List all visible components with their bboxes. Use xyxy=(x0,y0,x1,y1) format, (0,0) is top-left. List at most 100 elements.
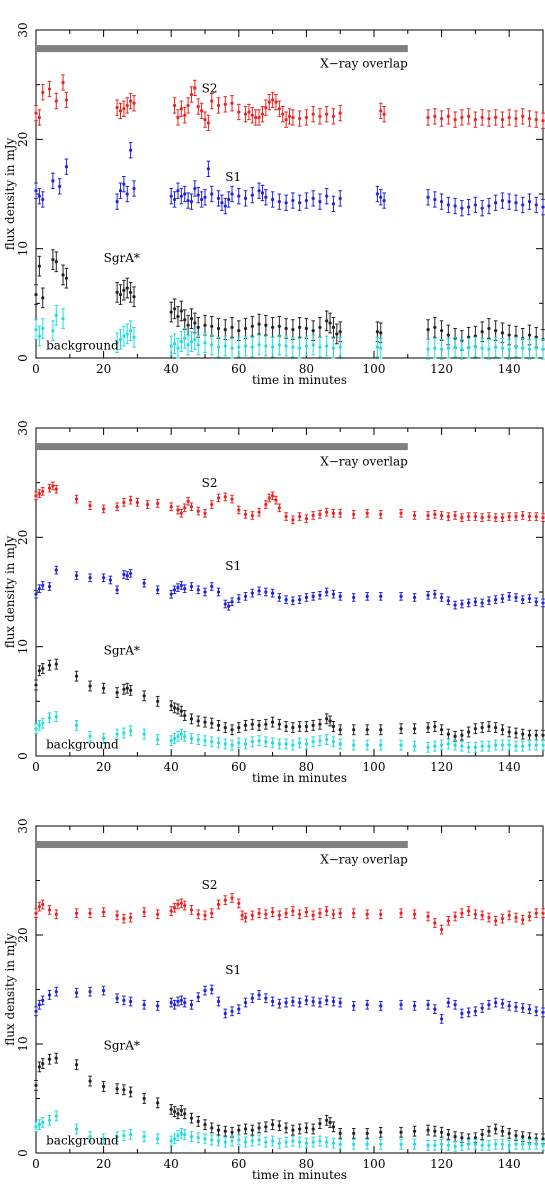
data-point xyxy=(169,589,173,599)
marker xyxy=(34,1125,38,1129)
data-point xyxy=(493,997,498,1008)
data-point xyxy=(176,1108,180,1120)
marker xyxy=(243,512,248,516)
marker xyxy=(277,1124,281,1128)
marker xyxy=(88,684,92,688)
marker xyxy=(446,1143,450,1147)
marker xyxy=(115,1087,119,1091)
data-point xyxy=(118,102,123,120)
x-tick-label: 140 xyxy=(498,760,521,774)
data-point xyxy=(88,1131,92,1143)
marker xyxy=(267,100,271,104)
marker xyxy=(108,578,112,582)
data-point xyxy=(203,735,207,747)
marker xyxy=(37,905,41,909)
data-point xyxy=(37,1061,42,1073)
marker xyxy=(382,198,386,203)
marker xyxy=(230,192,234,196)
marker xyxy=(500,346,505,350)
marker xyxy=(132,335,136,339)
marker xyxy=(487,724,491,729)
data-point xyxy=(365,724,370,736)
marker xyxy=(304,910,308,914)
data-point xyxy=(446,512,451,521)
data-point xyxy=(189,308,194,329)
marker xyxy=(527,733,532,737)
data-point xyxy=(223,1008,228,1019)
marker xyxy=(527,333,532,337)
data-point xyxy=(311,1136,315,1148)
marker xyxy=(318,345,322,349)
marker xyxy=(145,502,150,507)
data-point xyxy=(250,1135,255,1147)
marker xyxy=(325,998,329,1003)
data-point xyxy=(507,739,511,751)
data-point xyxy=(378,724,383,736)
data-point xyxy=(101,504,106,514)
marker xyxy=(494,345,498,349)
marker xyxy=(507,333,511,337)
marker xyxy=(115,588,119,592)
data-point xyxy=(412,511,417,520)
marker xyxy=(412,1004,417,1008)
marker xyxy=(467,514,471,519)
marker xyxy=(257,723,261,727)
marker xyxy=(277,1002,281,1006)
y-tick-label: 0 xyxy=(16,354,30,362)
marker xyxy=(352,743,356,747)
marker xyxy=(74,674,79,678)
data-point xyxy=(365,1127,370,1139)
data-point xyxy=(264,909,268,920)
marker xyxy=(64,98,69,102)
data-point xyxy=(47,582,52,591)
marker xyxy=(473,912,477,916)
marker xyxy=(88,1135,92,1139)
plot-frame xyxy=(35,825,544,1154)
x-tick-label: 100 xyxy=(363,760,386,774)
data-point xyxy=(128,320,133,342)
marker xyxy=(460,744,464,748)
data-point xyxy=(250,736,255,748)
data-point xyxy=(378,102,383,120)
data-point xyxy=(541,112,545,129)
data-point xyxy=(122,727,126,739)
data-point xyxy=(270,336,275,358)
marker xyxy=(507,347,511,351)
data-point xyxy=(466,108,471,125)
data-point xyxy=(64,158,69,175)
data-point xyxy=(331,736,336,748)
data-point xyxy=(466,1007,471,1018)
marker xyxy=(115,996,119,1000)
marker xyxy=(284,344,288,348)
marker xyxy=(352,728,356,732)
marker xyxy=(193,86,197,90)
y-axis-label: flux density in mJy xyxy=(3,137,17,250)
marker xyxy=(216,496,221,500)
data-point xyxy=(335,323,339,345)
data-point xyxy=(460,729,464,741)
data-point xyxy=(514,912,518,923)
marker xyxy=(311,329,315,333)
marker xyxy=(230,743,234,747)
data-point xyxy=(34,908,38,919)
data-point xyxy=(446,108,451,125)
data-point xyxy=(351,1127,356,1139)
data-point xyxy=(179,300,184,322)
marker xyxy=(271,345,275,349)
marker xyxy=(230,728,234,732)
marker xyxy=(287,114,292,118)
data-point xyxy=(128,569,133,578)
marker xyxy=(125,332,129,336)
data-point xyxy=(179,1127,184,1139)
data-point xyxy=(176,505,180,515)
marker xyxy=(453,345,457,349)
data-point xyxy=(34,182,38,199)
data-point xyxy=(88,680,92,692)
data-point xyxy=(176,996,180,1007)
marker xyxy=(433,592,437,596)
data-point xyxy=(257,1134,261,1146)
data-point xyxy=(240,910,244,921)
marker xyxy=(250,722,254,726)
marker xyxy=(500,728,505,732)
data-point xyxy=(331,317,336,338)
